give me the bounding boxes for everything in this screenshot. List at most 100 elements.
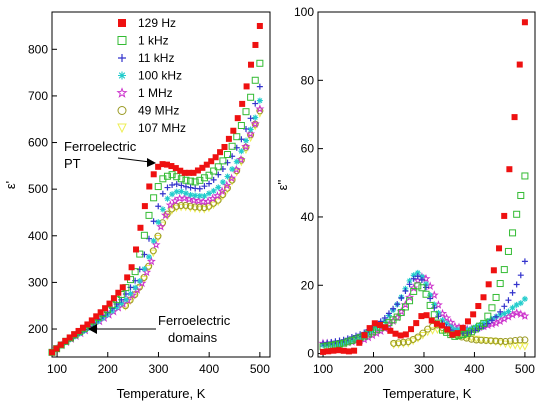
left-point (205, 171, 213, 179)
right-point (390, 305, 397, 312)
left-x-tick-label: 400 (199, 362, 219, 376)
left-point (75, 327, 82, 334)
left-point (131, 268, 139, 276)
left-plot-frame (51, 11, 271, 358)
right-point (410, 272, 417, 279)
left-point (233, 133, 241, 141)
right-point (439, 317, 446, 324)
left-point (154, 183, 162, 191)
right-point (517, 191, 525, 199)
left-point (239, 100, 246, 107)
left-point (215, 184, 222, 191)
right-series-1 (319, 172, 529, 351)
right-point (464, 318, 471, 325)
right-point (418, 313, 425, 320)
left-point (242, 108, 250, 116)
left-point (140, 231, 148, 239)
right-point (501, 212, 508, 219)
right-point (492, 293, 500, 301)
annotation-pt-arrow (117, 157, 151, 163)
left-point (217, 149, 224, 156)
left-point (97, 309, 104, 316)
left-point (252, 100, 259, 107)
right-point (480, 294, 487, 301)
left-point (256, 83, 263, 90)
left-point (229, 166, 236, 173)
right-point (389, 341, 398, 350)
left-point (224, 173, 231, 180)
right-point (435, 313, 442, 320)
left-point (79, 324, 86, 331)
left-point (214, 163, 222, 171)
right-point (330, 347, 337, 354)
left-point (225, 135, 232, 142)
right-point (516, 61, 523, 68)
left-point (172, 165, 179, 172)
right-point (501, 338, 509, 346)
right-point (394, 340, 403, 349)
left-point (173, 181, 180, 188)
left-x-tick-label: 500 (250, 362, 270, 376)
left-point (124, 274, 131, 281)
left-point (243, 137, 250, 144)
right-point (381, 315, 388, 322)
left-point (177, 167, 184, 174)
right-point (433, 300, 443, 309)
left-point (256, 97, 263, 104)
right-point (413, 320, 420, 327)
left-series (48, 22, 265, 356)
left-point (234, 115, 241, 122)
left-point (199, 164, 206, 171)
right-point (404, 339, 413, 348)
left-point (245, 129, 256, 138)
legend-item: 11 kHz (118, 51, 174, 65)
right-point (431, 301, 438, 308)
left-y-tick-label: 700 (28, 89, 48, 103)
right-point (387, 327, 394, 334)
right-x-tick-label: 500 (515, 362, 535, 376)
left-point (132, 284, 139, 291)
right-point (497, 311, 504, 318)
left-point (178, 188, 185, 195)
right-point (470, 311, 477, 318)
right-y-tick-label: 60 (301, 142, 315, 156)
right-point (511, 336, 519, 344)
left-point (250, 119, 260, 128)
right-point (423, 281, 430, 288)
right-point (427, 295, 434, 302)
right-point (345, 348, 352, 355)
left-point (201, 192, 208, 199)
right-point (320, 348, 327, 355)
left-point (210, 187, 217, 194)
left-series-0 (49, 22, 263, 356)
right-point (365, 330, 372, 337)
left-point (221, 144, 228, 151)
right-point (340, 339, 348, 347)
right-point (444, 326, 451, 333)
legend-label: 100 kHz (138, 69, 182, 83)
left-point (170, 196, 180, 205)
left-point (247, 115, 254, 122)
right-point (348, 337, 355, 344)
right-point (500, 266, 508, 274)
left-point (256, 22, 263, 29)
left-point (113, 304, 120, 311)
left-point (191, 178, 199, 186)
left-point (154, 232, 162, 240)
left-point (189, 195, 199, 205)
left-ticks: 100 200 300 400 500 200 300 400 500 600 700 800 (28, 42, 270, 376)
right-point (361, 332, 368, 339)
legend-marker (118, 54, 126, 62)
right-point (419, 329, 427, 337)
right-point (394, 301, 401, 308)
left-point (237, 121, 245, 129)
right-point (496, 339, 505, 348)
left-point (136, 250, 144, 258)
right-point (353, 336, 360, 343)
right-point (472, 336, 480, 344)
left-x-tick-label: 300 (148, 362, 168, 376)
left-point (136, 277, 143, 284)
left-point (217, 186, 227, 196)
left-point (208, 158, 215, 165)
right-point (439, 322, 446, 329)
